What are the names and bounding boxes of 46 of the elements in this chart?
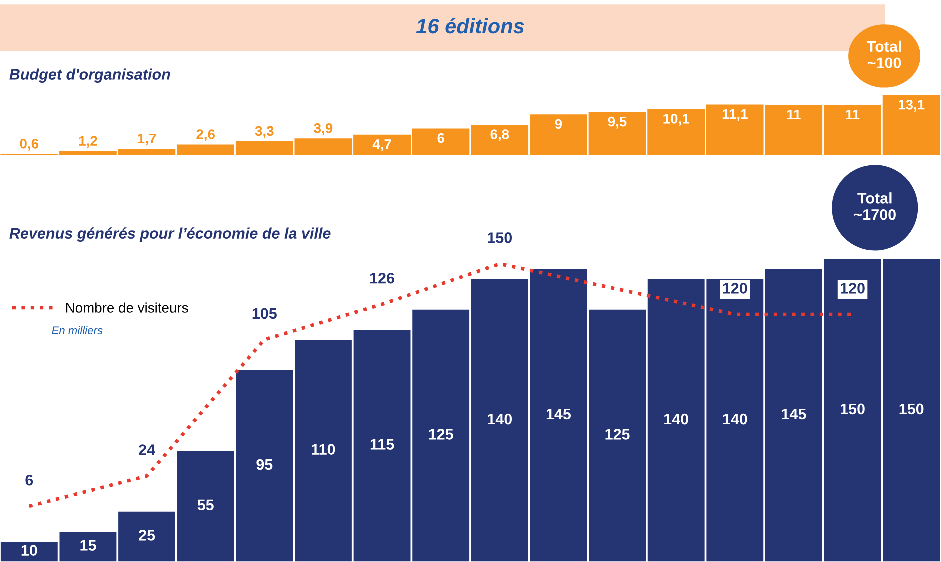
data-label: 120 bbox=[841, 283, 865, 294]
data-label: 9,5 bbox=[608, 116, 627, 129]
data-label: 150 bbox=[900, 404, 924, 415]
data-label: 115 bbox=[370, 439, 394, 450]
data-label: 150 bbox=[488, 232, 512, 244]
data-label: 145 bbox=[782, 408, 806, 420]
data-label: 126 bbox=[370, 272, 394, 284]
data-label: 6,8 bbox=[490, 130, 510, 142]
data-label: 105 bbox=[252, 308, 277, 320]
data-label: 15 bbox=[80, 540, 96, 551]
annotation: En milliers bbox=[52, 326, 103, 334]
data-label: 24 bbox=[139, 444, 156, 456]
data-label: 1,7 bbox=[138, 134, 156, 146]
data-label: 95 bbox=[256, 459, 273, 470]
data-label: 10,1 bbox=[664, 114, 690, 126]
data-label: 10 bbox=[22, 545, 38, 556]
data-label: 140 bbox=[664, 414, 688, 425]
legend-label: Nombre de visiteurs bbox=[66, 302, 188, 313]
data-label: 13,1 bbox=[898, 100, 925, 112]
data-label: 140 bbox=[723, 414, 748, 425]
data-label: 3,3 bbox=[255, 126, 274, 138]
data-label: 11 bbox=[846, 110, 860, 120]
chart-title: Budget d'organisation bbox=[10, 68, 170, 83]
data-label: 1,2 bbox=[79, 136, 98, 148]
data-label: 120 bbox=[723, 283, 748, 294]
data-label: 4,7 bbox=[372, 140, 392, 152]
data-label: 11,1 bbox=[722, 110, 748, 122]
data-label: 6 bbox=[26, 474, 34, 486]
data-label: 25 bbox=[139, 530, 156, 541]
data-label: 3,9 bbox=[314, 123, 333, 136]
data-label: 150 bbox=[841, 404, 865, 415]
text: Total ~1700 bbox=[854, 192, 896, 220]
data-label: 110 bbox=[312, 444, 336, 456]
text: 16 éditions bbox=[416, 18, 524, 34]
data-label: 125 bbox=[606, 429, 630, 440]
chart-title: Revenus générés pour l’économie de la ville bbox=[10, 228, 331, 242]
data-label: 9 bbox=[555, 119, 562, 130]
data-label: 2,6 bbox=[196, 130, 215, 142]
data-label: 55 bbox=[198, 500, 214, 511]
data-label: 0,6 bbox=[20, 138, 39, 151]
data-label: 140 bbox=[488, 414, 512, 425]
data-label: 125 bbox=[429, 429, 454, 440]
data-label: 6 bbox=[438, 133, 444, 144]
data-label: 11 bbox=[788, 110, 801, 120]
data-label: 145 bbox=[546, 408, 572, 420]
text: Total ~100 bbox=[867, 40, 902, 69]
